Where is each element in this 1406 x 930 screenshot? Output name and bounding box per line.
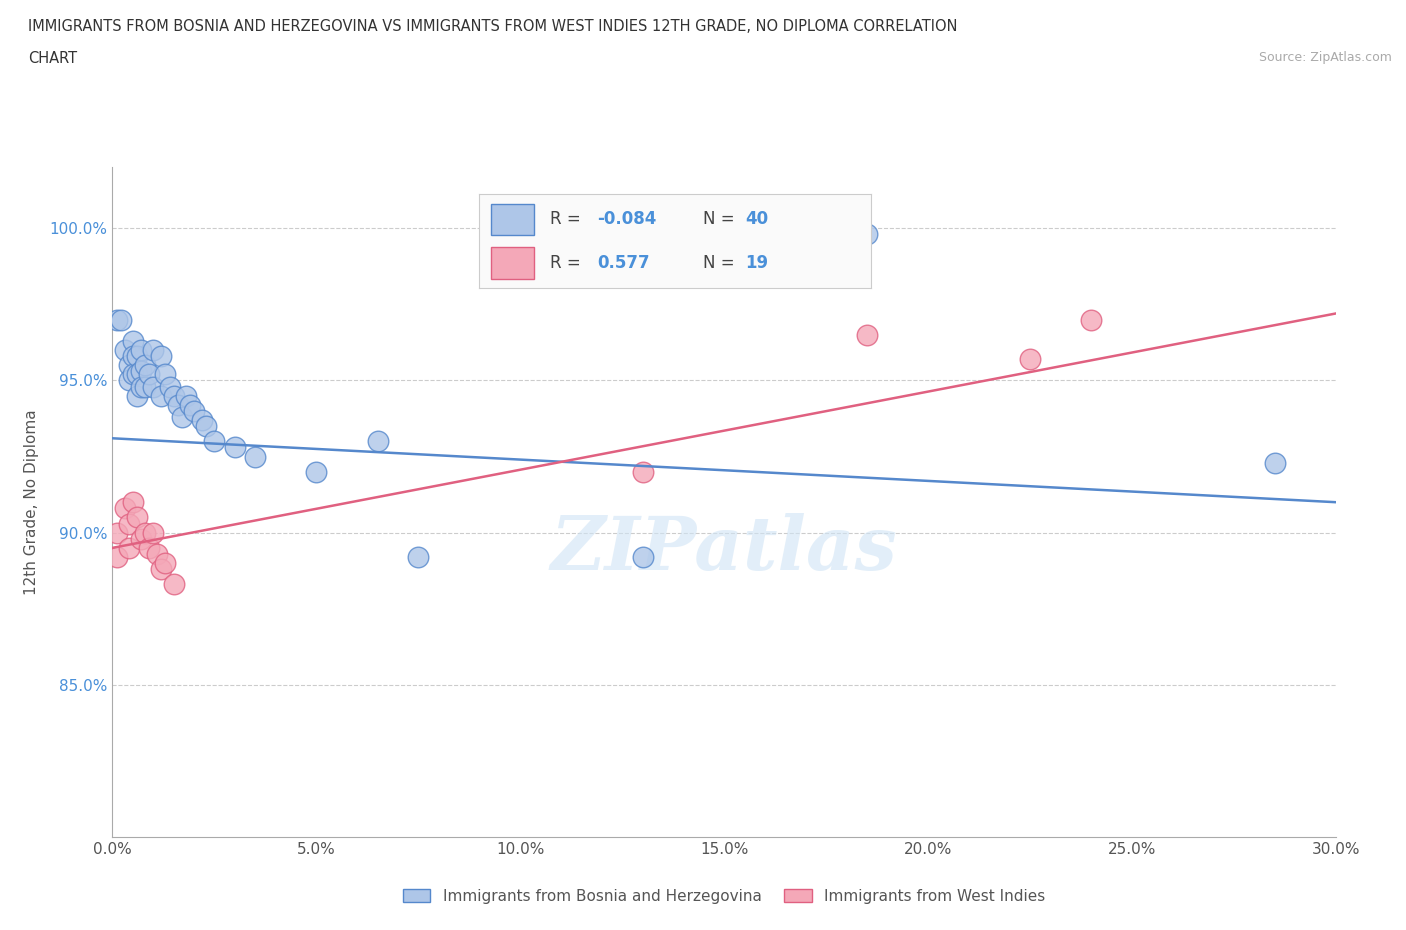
Point: [129, 379, 152, 394]
Point: [305, 464, 328, 479]
Point: [1080, 312, 1102, 327]
Point: [122, 367, 145, 382]
Point: [105, 550, 128, 565]
Point: [129, 342, 152, 357]
Point: [118, 358, 141, 373]
Point: [1018, 352, 1040, 366]
Point: [122, 349, 145, 364]
Point: [150, 388, 173, 403]
Point: [129, 531, 152, 546]
Point: [142, 342, 165, 357]
Point: [134, 358, 156, 373]
Point: [195, 418, 218, 433]
Point: [125, 367, 148, 382]
Point: [125, 388, 148, 403]
Point: [631, 550, 654, 565]
Point: [114, 501, 136, 516]
Text: Source: ZipAtlas.com: Source: ZipAtlas.com: [1258, 51, 1392, 64]
Point: [146, 547, 169, 562]
Point: [245, 449, 267, 464]
Point: [138, 367, 160, 382]
Point: [114, 342, 136, 357]
Point: [631, 464, 654, 479]
Point: [159, 379, 181, 394]
Point: [155, 367, 177, 382]
Y-axis label: 12th Grade, No Diploma: 12th Grade, No Diploma: [24, 409, 38, 595]
Point: [142, 525, 165, 540]
Point: [179, 397, 201, 412]
Point: [110, 312, 132, 327]
Point: [155, 555, 177, 570]
Point: [129, 364, 152, 379]
Legend: Immigrants from Bosnia and Herzegovina, Immigrants from West Indies: Immigrants from Bosnia and Herzegovina, …: [396, 883, 1052, 910]
Point: [142, 379, 165, 394]
Point: [166, 397, 188, 412]
Point: [1264, 455, 1286, 470]
Point: [118, 373, 141, 388]
Point: [122, 495, 145, 510]
Point: [134, 525, 156, 540]
Point: [855, 227, 877, 242]
Point: [170, 409, 193, 424]
Point: [191, 413, 214, 428]
Point: [138, 540, 160, 555]
Point: [163, 577, 186, 591]
Point: [174, 388, 197, 403]
Point: [122, 334, 145, 349]
Point: [855, 327, 877, 342]
Point: [150, 349, 173, 364]
Point: [366, 434, 388, 449]
Point: [125, 349, 148, 364]
Point: [150, 562, 173, 577]
Point: [118, 540, 141, 555]
Point: [183, 404, 205, 418]
Point: [163, 388, 186, 403]
Point: [204, 434, 226, 449]
Point: [118, 516, 141, 531]
Text: ZIPatlas: ZIPatlas: [551, 512, 897, 585]
Point: [224, 440, 246, 455]
Text: CHART: CHART: [28, 51, 77, 66]
Text: IMMIGRANTS FROM BOSNIA AND HERZEGOVINA VS IMMIGRANTS FROM WEST INDIES 12TH GRADE: IMMIGRANTS FROM BOSNIA AND HERZEGOVINA V…: [28, 19, 957, 33]
Point: [134, 379, 156, 394]
Point: [105, 312, 128, 327]
Point: [125, 510, 148, 525]
Point: [408, 550, 430, 565]
Point: [105, 525, 128, 540]
